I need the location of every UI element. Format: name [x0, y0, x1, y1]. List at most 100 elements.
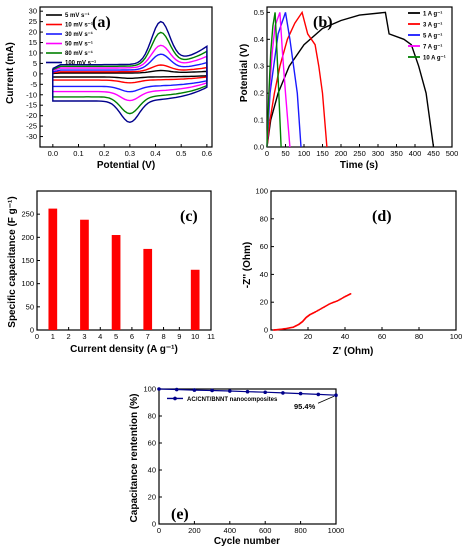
panel-b-legend-label: 7 A g⁻¹: [423, 44, 442, 51]
panel-d-xtick-label: 20: [304, 332, 312, 341]
panel-a-ytick-label: 0: [33, 69, 37, 78]
panel-a-ytick-label: -10: [26, 90, 37, 99]
panel-b-legend-label: 5 A g⁻¹: [423, 33, 442, 40]
panel-a-ytick-label: 5: [33, 59, 37, 68]
panel-a-ytick-label: 10: [29, 48, 37, 57]
panel-d-ylabel: -Z'' (Ohm): [242, 242, 253, 288]
panel-e-point: [316, 392, 321, 397]
panel-a-label: (a): [92, 14, 111, 31]
panel-c-xtick-label: 7: [146, 332, 150, 341]
panel-d-ytick-label: 20: [260, 298, 268, 307]
panel-b-series-4: [266, 12, 282, 148]
panel-c-ytick-label: 150: [21, 256, 34, 265]
panel-d-frame: [270, 190, 457, 331]
panel-d-xtick-label: 40: [341, 332, 349, 341]
panel-b-series-0: [266, 11, 435, 148]
panel-e-point: [157, 387, 161, 391]
panel-b-ytick-label: 0.2: [254, 89, 264, 98]
panel-c-xtick-label: 1: [51, 332, 55, 341]
panel-c-bar: [80, 219, 89, 330]
panel-d-ytick-label: 80: [260, 214, 268, 223]
panel-c-bar: [143, 248, 153, 330]
panel-e-point: [298, 391, 303, 396]
panel-e-ytick-label: 20: [148, 493, 156, 502]
panel-b-xtick-label: 150: [316, 149, 329, 158]
panel-e-point: [281, 391, 285, 395]
panel-b-series-1: [266, 10, 328, 148]
panel-a-legend-label: 10 mV s⁻¹: [65, 22, 93, 29]
panel-a-xtick-label: 0.1: [73, 149, 83, 158]
panel-c-xtick-label: 8: [161, 332, 165, 341]
panel-a-legend-label: 50 mV s⁻¹: [65, 41, 93, 48]
panel-b-xtick-label: 350: [390, 149, 403, 158]
panel-a-ylabel: Current (mA): [5, 42, 16, 104]
panel-e-ytick-label: 80: [148, 412, 156, 421]
panel-a-ytick-label: -30: [26, 132, 37, 141]
panel-b-ytick-label: 0.5: [254, 8, 264, 17]
panel-b-xtick-label: 100: [298, 149, 311, 158]
panel-a-xtick-label: 0.6: [202, 149, 212, 158]
panel-e-ytick-label: 100: [143, 385, 156, 394]
panel-c-ytick-label: 100: [21, 279, 34, 288]
panel-b-legend-label: 3 A g⁻¹: [423, 22, 442, 29]
panel-a-xtick-label: 0.2: [99, 149, 109, 158]
panel-e-xtick-label: 400: [224, 526, 237, 535]
panel-c-xtick-label: 4: [98, 332, 102, 341]
panel-c-xtick-label: 0: [35, 332, 39, 341]
panel-c-ylabel: Specific capacitance (F g⁻¹): [7, 196, 18, 327]
panel-a-ytick-label: -20: [26, 111, 37, 120]
panel-d-xtick-label: 80: [415, 332, 423, 341]
panel-b-xtick-label: 250: [353, 149, 366, 158]
panel-a-ytick-label: 30: [29, 7, 37, 16]
panel-e-ytick-label: 60: [148, 439, 156, 448]
panel-a-ytick-label: -25: [26, 122, 37, 131]
panel-e-ytick-label: 40: [148, 466, 156, 475]
panel-a-frame: [39, 6, 213, 148]
panel-b-xtick-label: 50: [281, 149, 289, 158]
panel-a-ytick-label: 15: [29, 38, 37, 47]
panel-a-ytick-label: -15: [26, 101, 37, 110]
panel-d-xlabel: Z' (Ohm): [333, 346, 374, 357]
panel-c-label: (c): [180, 208, 198, 225]
panel-e-xtick-label: 600: [259, 526, 272, 535]
panel-b-xlabel: Time (s): [340, 160, 378, 171]
panel-d-label: (d): [372, 208, 392, 225]
panel-d-xtick-label: 0: [269, 332, 273, 341]
panel-c-xtick-label: 11: [207, 332, 215, 341]
panel-b-xtick-label: 300: [372, 149, 385, 158]
panel-e-frame: [158, 388, 337, 525]
panel-b-series-2: [266, 12, 302, 148]
panel-a-series-5: [52, 20, 208, 124]
panel-d-ytick-label: 40: [260, 270, 268, 279]
panel-c-xlabel: Current density (A g⁻¹): [70, 344, 178, 355]
panel-b-xtick-label: 400: [409, 149, 422, 158]
panel-a-legend-label: 5 mV s⁻¹: [65, 12, 90, 19]
panel-e-xtick-label: 1000: [328, 526, 345, 535]
panel-a-legend-label: 30 mV s⁻¹: [65, 31, 93, 38]
panel-d-xtick-label: 100: [450, 332, 463, 341]
panel-e-point: [174, 387, 179, 392]
panel-e-point: [263, 390, 268, 395]
panel-b-xtick-label: 0: [265, 149, 269, 158]
panel-b-xtick-label: 450: [427, 149, 440, 158]
panel-e-annotation-arrow: [317, 395, 335, 404]
panel-c-xtick-label: 2: [67, 332, 71, 341]
panel-d-xtick-label: 60: [378, 332, 386, 341]
panel-c-xtick-label: 3: [82, 332, 86, 341]
panel-c-ytick-label: 50: [26, 302, 34, 311]
panel-e-xlabel: Cycle number: [214, 536, 280, 547]
panel-c-xtick-label: 6: [130, 332, 134, 341]
panel-e-legend-label: AC/CNT/BNNT nanocomposites: [187, 397, 278, 403]
panel-e-point: [228, 389, 232, 393]
panel-e-point: [245, 389, 250, 394]
panel-a-ytick-label: 25: [29, 17, 37, 26]
panel-c-xtick-label: 5: [114, 332, 118, 341]
panel-d-ytick-label: 0: [264, 326, 268, 335]
panel-a-xtick-label: 0.0: [48, 149, 58, 158]
panel-a-xtick-label: 0.5: [176, 149, 186, 158]
panel-d-ytick-label: 60: [260, 242, 268, 251]
panel-e-label: (e): [171, 506, 189, 523]
panel-e-ylabel: Capacitance rentention (%): [129, 394, 140, 523]
panel-e-point: [192, 388, 197, 392]
